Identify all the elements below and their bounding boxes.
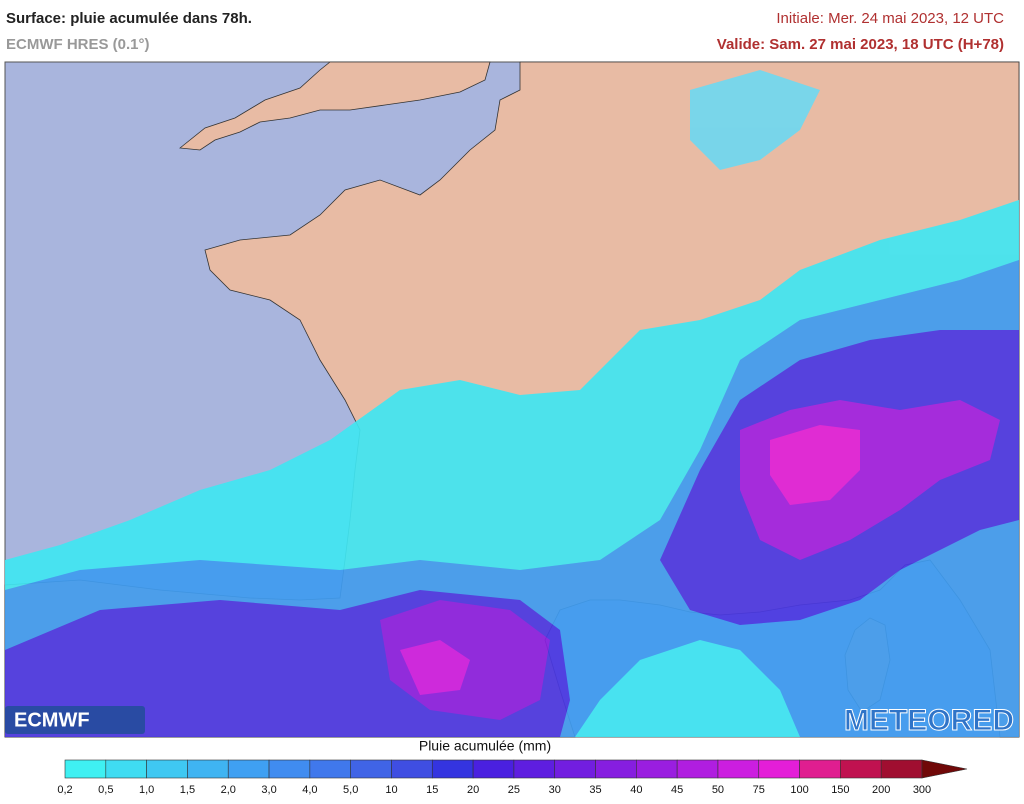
colorbar-label: 40 xyxy=(630,784,642,796)
colorbar-bin xyxy=(554,759,596,779)
colorbar-bin xyxy=(268,759,311,779)
colorbar-bin xyxy=(431,759,474,779)
colorbar-bin xyxy=(636,759,678,779)
valid-time: Valide: Sam. 27 mai 2023, 18 UTC (H+78) xyxy=(717,36,1004,53)
colorbar-bin xyxy=(350,759,392,779)
colorbar-label: 4,0 xyxy=(302,784,317,796)
colorbar-bin xyxy=(840,759,882,779)
colorbar-label: 200 xyxy=(872,784,890,796)
rain-peak-pyrenees xyxy=(400,640,470,695)
colorbar-bin xyxy=(758,759,800,779)
colorbar-label: 2,0 xyxy=(221,784,236,796)
ecmwf-logo: ECMWF xyxy=(14,709,90,731)
colorbar-bin xyxy=(309,759,351,779)
colorbar-label: 300 xyxy=(913,784,931,796)
colorbar-label: 25 xyxy=(508,784,520,796)
colorbar-label: 3,0 xyxy=(261,784,276,796)
colorbar-bin xyxy=(391,759,433,779)
colorbar-bin xyxy=(64,759,107,779)
colorbar-label: 0,5 xyxy=(98,784,113,796)
colorbar-label: 1,5 xyxy=(180,784,195,796)
colorbar-bin xyxy=(717,759,760,779)
colorbar-label: 20 xyxy=(467,784,479,796)
land-uk xyxy=(178,61,491,151)
colorbar-bin xyxy=(799,759,841,779)
rain-peak xyxy=(770,425,860,505)
colorbar-label: 0,2 xyxy=(57,784,72,796)
colorbar-bin xyxy=(513,759,556,779)
ecmwf-logo-bg xyxy=(5,706,145,734)
colorbar-label: 15 xyxy=(426,784,438,796)
colorbar-label: 75 xyxy=(753,784,765,796)
colorbar-label: 1,0 xyxy=(139,784,154,796)
colorbar-arrow xyxy=(921,759,968,779)
colorbar-label: 150 xyxy=(831,784,849,796)
colorbar-label: 30 xyxy=(549,784,561,796)
colorbar-bin xyxy=(227,759,270,779)
init-time: Initiale: Mer. 24 mai 2023, 12 UTC xyxy=(776,10,1004,27)
map-title: Surface: pluie acumulée dans 78h. xyxy=(6,10,252,27)
legend-title: Pluie acumulée (mm) xyxy=(419,738,551,754)
meteored-logo: METEORED xyxy=(844,704,1014,737)
colorbar-bin xyxy=(595,759,637,779)
colorbar-label: 35 xyxy=(589,784,601,796)
colorbar-bin xyxy=(676,759,719,779)
colorbar: 0,2 0,5 1,0 1,5 2,0 3,0 4,0 5,0 10 15 20 25 30 35 40 45… xyxy=(57,759,968,796)
colorbar-bin xyxy=(187,759,229,779)
colorbar-label: 10 xyxy=(385,784,397,796)
colorbar-bin xyxy=(105,759,147,779)
model-subtitle: ECMWF HRES (0.1°) xyxy=(6,36,150,53)
rain-light-north xyxy=(690,70,820,170)
map: ECMWF METEORED xyxy=(4,61,1020,738)
colorbar-label: 50 xyxy=(712,784,724,796)
colorbar-bin xyxy=(472,759,515,779)
colorbar-bin xyxy=(880,759,923,779)
colorbar-bin xyxy=(146,759,188,779)
colorbar-label: 5,0 xyxy=(343,784,358,796)
precipitation xyxy=(5,70,1019,737)
colorbar-label: 45 xyxy=(671,784,683,796)
colorbar-label: 100 xyxy=(790,784,808,796)
